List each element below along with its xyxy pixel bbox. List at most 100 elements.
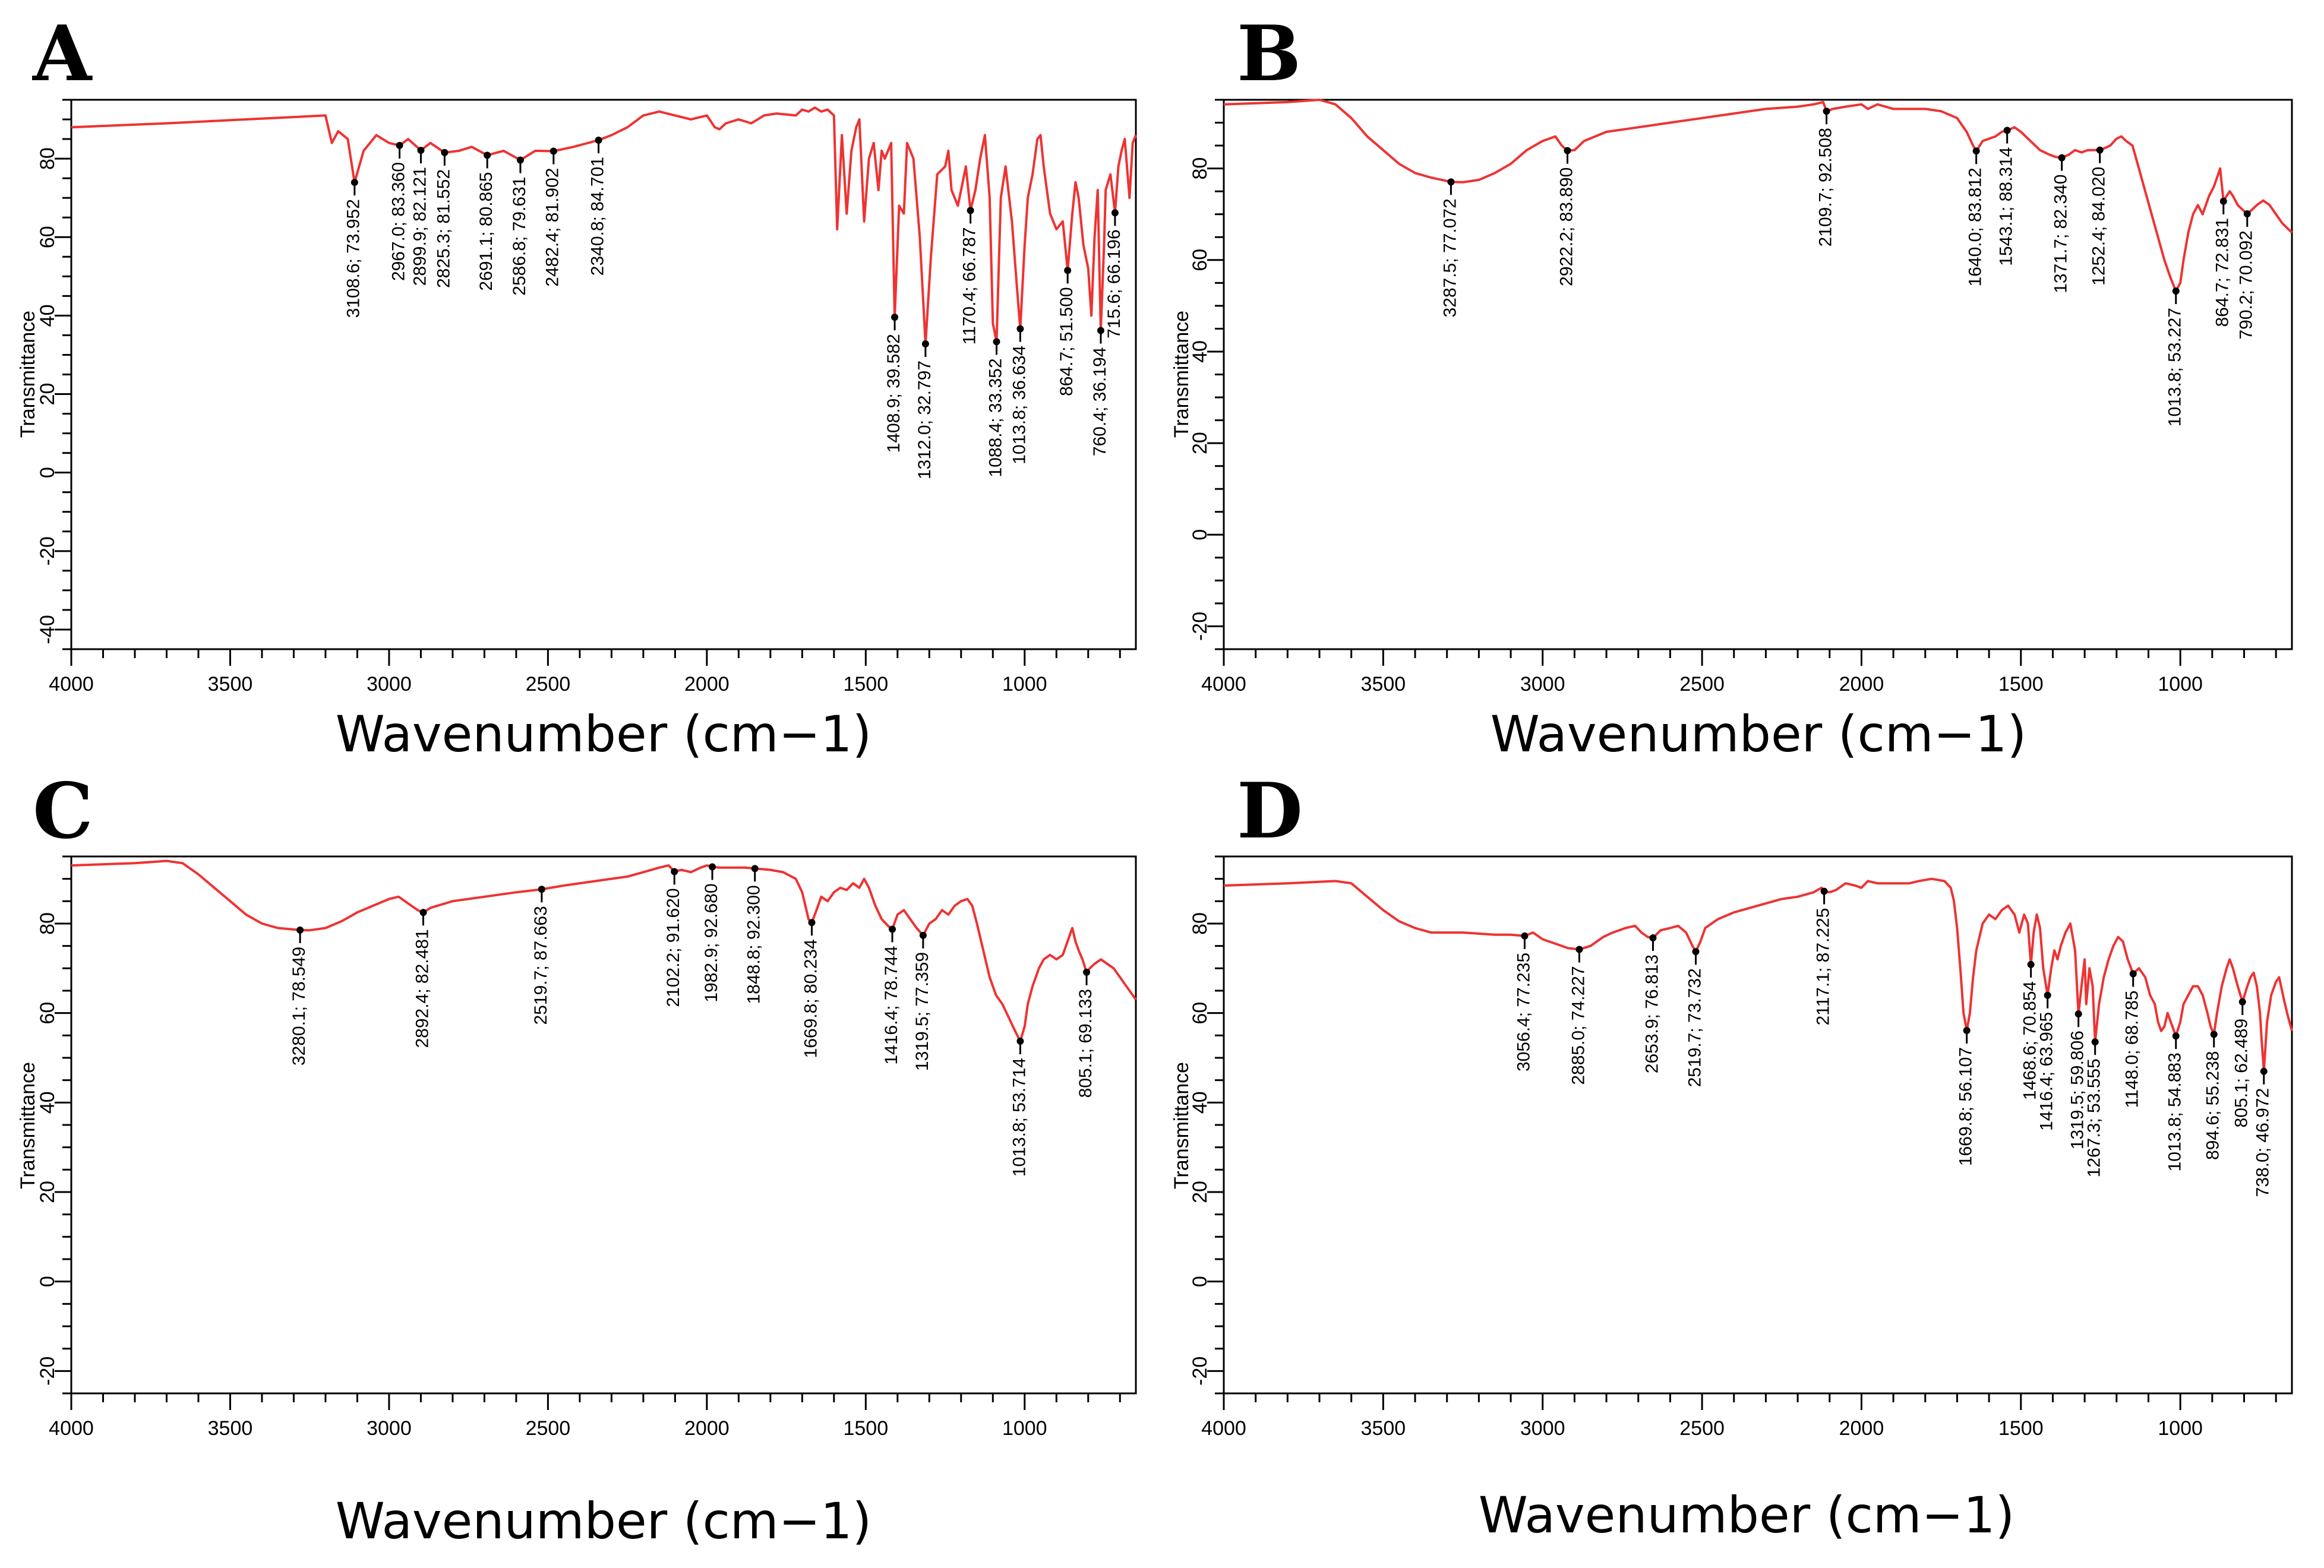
peak-marker bbox=[708, 863, 716, 871]
y-tick-label: 40 bbox=[1189, 340, 1211, 363]
x-tick-label: 4000 bbox=[49, 673, 94, 696]
peak-marker bbox=[1083, 968, 1091, 976]
y-tick-label: 40 bbox=[36, 304, 59, 327]
x-tick-label: 1000 bbox=[1002, 1417, 1047, 1440]
peak-label: 1013.8; 53.714 bbox=[1009, 1058, 1029, 1177]
y-tick-label: 20 bbox=[1189, 432, 1211, 454]
peak-label: 1416.4; 78.744 bbox=[882, 946, 901, 1064]
peak-marker bbox=[2172, 287, 2180, 295]
peak-marker bbox=[967, 207, 974, 214]
x-tick-label: 3000 bbox=[1520, 673, 1565, 696]
y-axis-title: Transmittance bbox=[1170, 311, 1193, 438]
peak-marker bbox=[889, 925, 896, 933]
peak-marker bbox=[2260, 1067, 2268, 1075]
peak-label: 1371.7; 82.340 bbox=[2051, 175, 2071, 293]
y-axis-title: Transmittance bbox=[1170, 1062, 1193, 1189]
peak-label: 1468.6; 70.854 bbox=[2020, 981, 2040, 1100]
spectrum-line bbox=[71, 859, 1137, 1042]
peak-label: 864.7; 72.831 bbox=[2213, 218, 2233, 327]
y-tick-label: -20 bbox=[36, 536, 59, 565]
x-tick-label: 4000 bbox=[1201, 673, 1246, 696]
y-tick-label: 80 bbox=[36, 912, 59, 935]
peak-label: 1170.4; 66.787 bbox=[960, 227, 980, 344]
peak-label: 2586.8; 79.631 bbox=[510, 177, 529, 296]
y-tick-label: 40 bbox=[36, 1091, 59, 1114]
peak-label: 715.6; 66.196 bbox=[1104, 229, 1124, 339]
y-tick-label: 60 bbox=[36, 226, 59, 248]
peak-marker bbox=[2058, 154, 2066, 162]
panel-letter: B bbox=[1237, 10, 1301, 99]
x-tick-label: 3500 bbox=[1361, 673, 1406, 696]
peak-marker bbox=[595, 137, 602, 144]
plot-frame bbox=[70, 855, 1137, 1395]
y-tick-label: -20 bbox=[1189, 1357, 1211, 1386]
peak-label: 1252.4; 84.020 bbox=[2089, 167, 2109, 286]
peak-label: 3280.1; 78.549 bbox=[289, 947, 309, 1066]
x-tick-label: 3000 bbox=[367, 673, 412, 696]
peak-marker bbox=[993, 338, 1000, 346]
peak-label: 1848.8; 92.300 bbox=[744, 885, 764, 1004]
peak-label: 2885.0; 74.227 bbox=[1568, 966, 1588, 1085]
peak-marker bbox=[2210, 1030, 2218, 1038]
peak-marker bbox=[419, 909, 427, 916]
x-axis-title: Wavenumber (cm−1) bbox=[336, 1492, 872, 1550]
y-axis-title: Transmittance bbox=[17, 1062, 39, 1189]
peak-marker bbox=[1564, 147, 1571, 154]
peak-label: 2519.7; 73.732 bbox=[1685, 968, 1704, 1087]
plot-frame bbox=[1223, 99, 2293, 650]
peak-marker bbox=[351, 179, 358, 186]
x-tick-label: 3500 bbox=[1361, 1417, 1406, 1440]
peak-marker bbox=[2027, 960, 2035, 968]
peak-label: 1148.0; 68.785 bbox=[2123, 990, 2142, 1108]
peak-label: 2653.9; 76.813 bbox=[1642, 954, 1662, 1073]
x-axis-title: Wavenumber (cm−1) bbox=[1491, 705, 2026, 763]
peak-marker bbox=[2129, 970, 2137, 978]
x-tick-label: 4000 bbox=[49, 1417, 94, 1440]
x-axis-title: Wavenumber (cm−1) bbox=[1479, 1486, 2014, 1544]
x-tick-label: 1500 bbox=[843, 1417, 888, 1440]
peak-marker bbox=[1521, 932, 1529, 940]
peak-marker bbox=[2044, 991, 2051, 999]
x-tick-label: 1000 bbox=[2158, 1417, 2203, 1440]
x-tick-label: 2000 bbox=[1839, 1417, 1884, 1440]
peak-label: 1013.8; 54.883 bbox=[2165, 1052, 2185, 1171]
x-tick-label: 3000 bbox=[1520, 1417, 1565, 1440]
peak-marker bbox=[1447, 178, 1455, 186]
peak-label: 2922.2; 83.890 bbox=[1556, 167, 1576, 286]
peak-label: 2825.3; 81.552 bbox=[434, 169, 453, 288]
x-tick-label: 3500 bbox=[208, 673, 253, 696]
panel-a: A 4000 3500 3000 2500 2000 1500 1000 80 60 40 20 0 -2… bbox=[17, 10, 1137, 763]
peak-marker bbox=[2172, 1032, 2180, 1040]
y-tick-label: 0 bbox=[1189, 1276, 1211, 1287]
peak-marker bbox=[808, 919, 816, 927]
peak-label: 1408.9; 39.582 bbox=[884, 334, 904, 453]
spectrum-line bbox=[1223, 99, 2293, 292]
spectrum-line bbox=[1223, 877, 2293, 1073]
peak-marker bbox=[1111, 209, 1119, 217]
peak-marker bbox=[1649, 934, 1657, 942]
y-tick-label: 0 bbox=[36, 1276, 59, 1287]
peak-label: 1669.8; 56.107 bbox=[1956, 1047, 1976, 1166]
panel-c: C 4000 3500 3000 2500 2000 1500 1000 80 60 40 20 0 -2… bbox=[17, 767, 1137, 1550]
y-tick-label: -20 bbox=[36, 1357, 59, 1386]
x-tick-label: 1000 bbox=[2158, 673, 2203, 696]
peak-marker bbox=[1097, 327, 1104, 334]
peak-label: 3287.5; 77.072 bbox=[1440, 198, 1460, 317]
peak-marker bbox=[550, 147, 557, 155]
y-tick-label: 80 bbox=[1189, 157, 1211, 180]
peak-label: 2967.0; 83.360 bbox=[389, 162, 408, 281]
peak-marker bbox=[2091, 1038, 2099, 1046]
y-tick-label: 80 bbox=[1189, 912, 1211, 935]
plot-frame bbox=[1223, 855, 2293, 1395]
peak-label: 1267.3; 53.555 bbox=[2085, 1058, 2104, 1177]
peak-marker bbox=[2219, 197, 2227, 205]
peak-label: 2899.9; 82.121 bbox=[410, 167, 430, 286]
peak-marker bbox=[516, 156, 524, 164]
peak-marker bbox=[2003, 127, 2011, 134]
peak-marker bbox=[1575, 946, 1583, 953]
peak-marker bbox=[751, 865, 759, 872]
x-tick-label: 3500 bbox=[208, 1417, 253, 1440]
peak-label: 894.6; 55.238 bbox=[2203, 1051, 2223, 1161]
peak-marker bbox=[417, 147, 425, 154]
